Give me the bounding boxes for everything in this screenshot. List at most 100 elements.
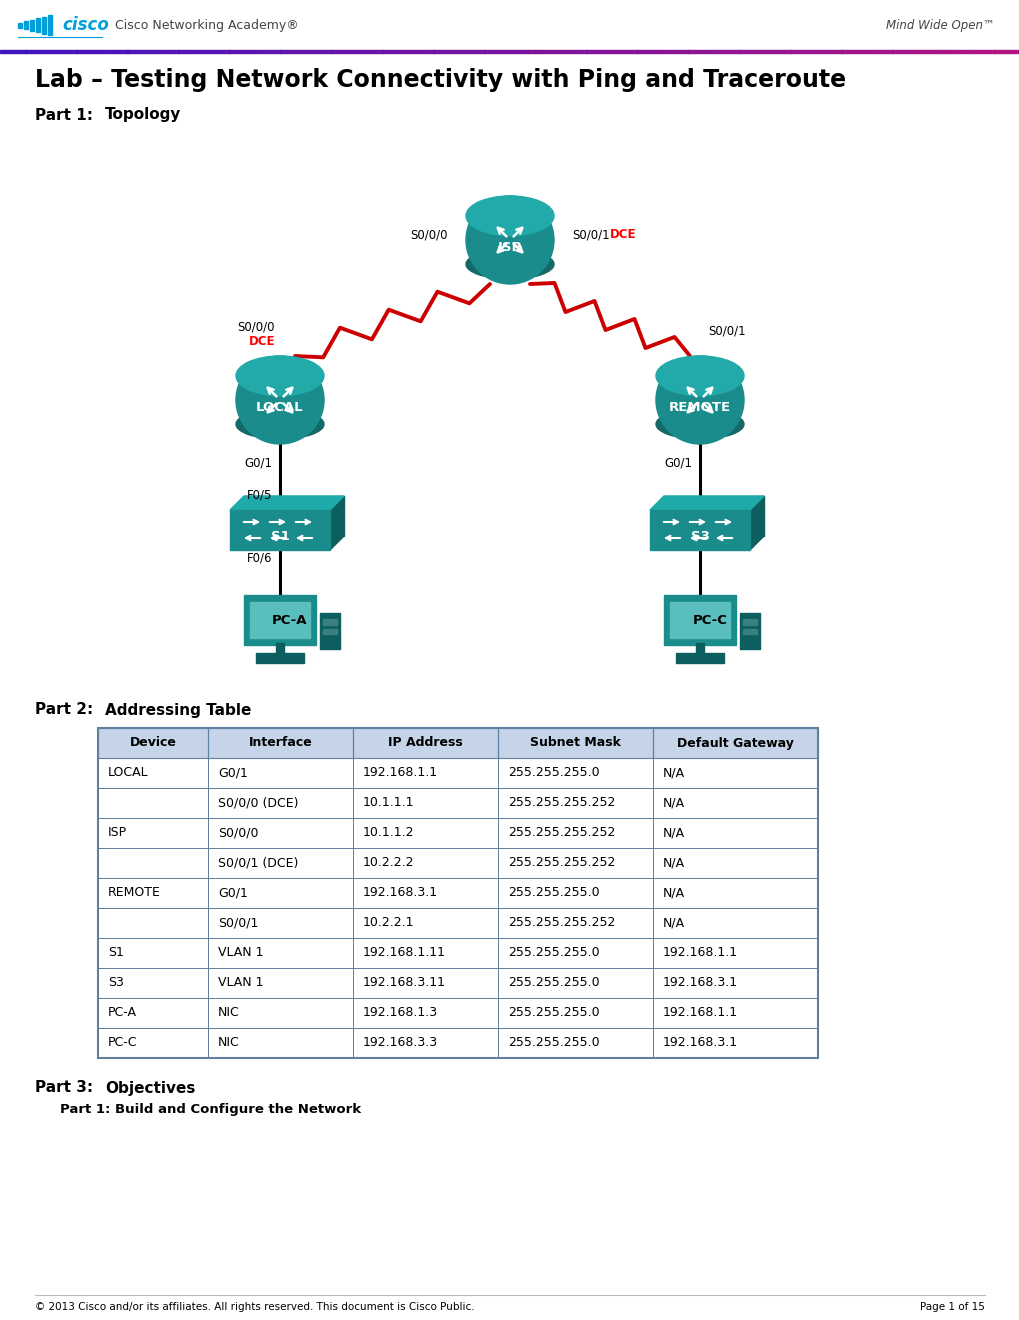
Text: ISP: ISP (497, 242, 522, 255)
Bar (652, 878, 817, 908)
Bar (754, 49, 759, 53)
Bar (497, 818, 652, 847)
Bar (652, 968, 817, 998)
Text: F0/5: F0/5 (247, 488, 272, 502)
Bar (280, 49, 285, 53)
Bar (861, 49, 866, 53)
Bar (148, 49, 153, 53)
Ellipse shape (235, 356, 324, 396)
Bar (194, 49, 199, 53)
Text: S1: S1 (108, 946, 123, 960)
Bar (239, 49, 245, 53)
Bar (744, 49, 749, 53)
Bar (353, 729, 497, 758)
Text: IP Address: IP Address (388, 737, 463, 750)
Bar (66, 49, 71, 53)
Bar (357, 49, 362, 53)
Ellipse shape (655, 409, 743, 440)
Bar (208, 788, 353, 818)
Bar (881, 49, 887, 53)
Bar (825, 49, 830, 53)
Bar (703, 49, 708, 53)
Bar (652, 1028, 817, 1059)
Bar (494, 49, 499, 53)
Bar (647, 49, 652, 53)
Text: S0/0/1 (DCE): S0/0/1 (DCE) (218, 857, 299, 870)
Bar (98, 758, 208, 788)
Bar (652, 939, 817, 968)
Bar (82, 49, 87, 53)
Bar (51, 49, 56, 53)
Bar (107, 49, 112, 53)
Bar (851, 49, 856, 53)
Bar (795, 49, 800, 53)
Circle shape (655, 356, 743, 444)
Bar (98, 729, 817, 1059)
Bar (497, 1028, 652, 1059)
Polygon shape (749, 496, 763, 550)
Text: PC-A: PC-A (108, 1006, 137, 1019)
Bar (739, 49, 744, 53)
Bar (353, 939, 497, 968)
Text: VLAN 1: VLAN 1 (218, 977, 263, 990)
Bar (988, 49, 994, 53)
Bar (392, 49, 397, 53)
Bar (497, 998, 652, 1028)
Bar (606, 49, 611, 53)
Bar (98, 847, 208, 878)
Bar (208, 729, 353, 758)
Ellipse shape (655, 356, 743, 396)
Text: 255.255.255.0: 255.255.255.0 (507, 1006, 599, 1019)
Ellipse shape (466, 195, 553, 235)
Text: S0/0/1: S0/0/1 (572, 228, 609, 242)
Bar (983, 49, 988, 53)
Bar (652, 729, 817, 758)
Bar (353, 788, 497, 818)
Bar (841, 49, 846, 53)
Bar (56, 49, 61, 53)
Bar (958, 49, 963, 53)
Bar (98, 1028, 208, 1059)
Bar (98, 788, 208, 818)
Bar (290, 49, 296, 53)
Bar (306, 49, 311, 53)
Bar (830, 49, 836, 53)
Bar (535, 49, 540, 53)
Bar (1014, 49, 1019, 53)
Bar (41, 49, 46, 53)
Bar (42, 16, 46, 33)
Text: ISP: ISP (108, 826, 127, 840)
Bar (469, 49, 474, 53)
Text: PC-C: PC-C (108, 1036, 138, 1049)
Bar (92, 49, 97, 53)
Text: LOCAL: LOCAL (108, 767, 149, 780)
Bar (208, 968, 353, 998)
Bar (418, 49, 423, 53)
Bar (616, 49, 622, 53)
Text: 192.168.1.3: 192.168.1.3 (363, 1006, 438, 1019)
Bar (742, 630, 756, 634)
Text: 255.255.255.252: 255.255.255.252 (507, 857, 614, 870)
Text: NIC: NIC (218, 1006, 239, 1019)
Bar (208, 998, 353, 1028)
Text: G0/1: G0/1 (244, 455, 272, 469)
Bar (510, 49, 515, 53)
Bar (285, 49, 290, 53)
Bar (97, 49, 102, 53)
Bar (31, 49, 36, 53)
Bar (545, 49, 550, 53)
Text: N/A: N/A (662, 887, 685, 899)
Bar (994, 49, 999, 53)
Bar (98, 998, 208, 1028)
Bar (87, 49, 92, 53)
Bar (876, 49, 881, 53)
Bar (367, 49, 372, 53)
Bar (642, 49, 647, 53)
Bar (214, 49, 219, 53)
Bar (632, 49, 637, 53)
Bar (566, 49, 571, 53)
Bar (932, 49, 937, 53)
Text: 192.168.3.1: 192.168.3.1 (662, 977, 738, 990)
Bar (800, 49, 805, 53)
Bar (999, 49, 1004, 53)
